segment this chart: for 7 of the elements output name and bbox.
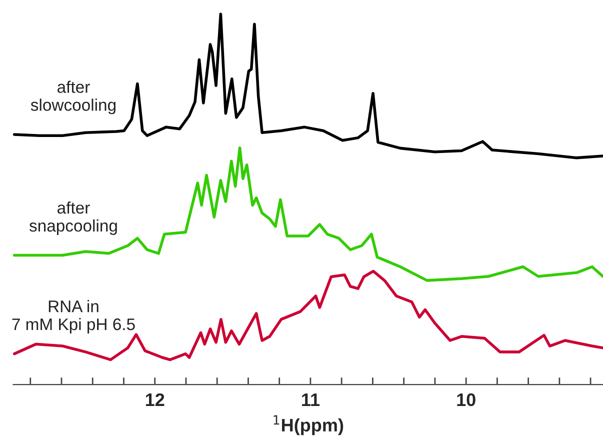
x-axis-title: $^{1}$H(ppm) bbox=[274, 415, 344, 436]
series-label: after snapcooling bbox=[29, 201, 117, 235]
series-label: after slowcooling bbox=[30, 80, 116, 114]
x-tick-label: 11 bbox=[302, 394, 320, 406]
x-tick-label: 12 bbox=[146, 393, 164, 406]
series-label: RNA in 7 mM Kpi pH 6.5 bbox=[12, 300, 135, 334]
x-tick-label: 10 bbox=[457, 393, 476, 406]
